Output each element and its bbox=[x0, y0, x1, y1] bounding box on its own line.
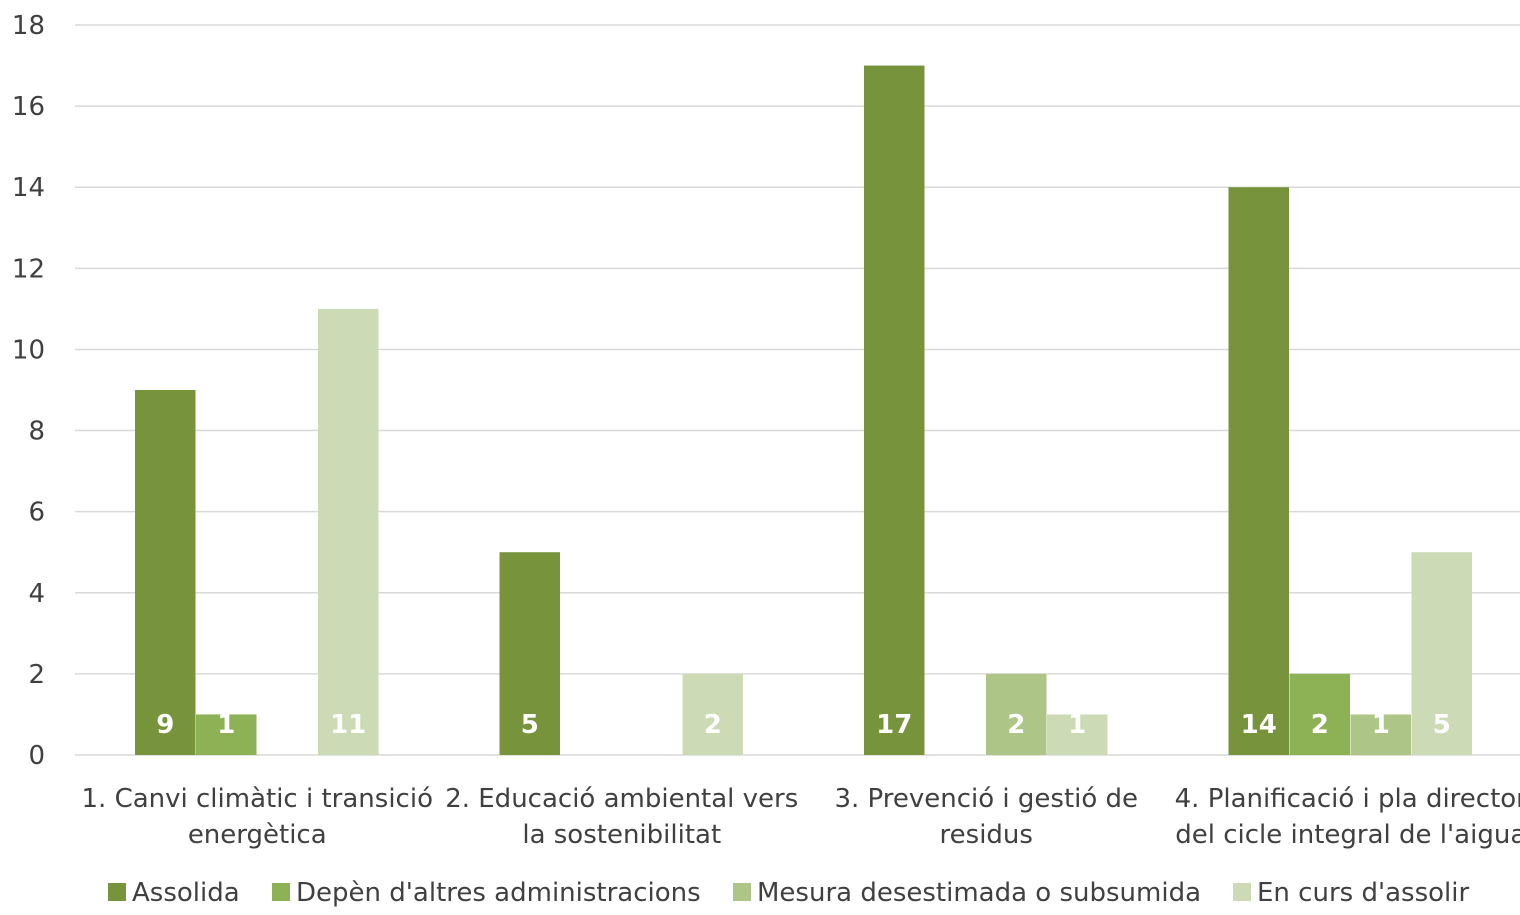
x-category-label: 1. Canvi climàtic i transició energètica bbox=[82, 784, 433, 850]
legend-item: En curs d'assolir bbox=[1233, 878, 1469, 908]
bar-3-3 bbox=[986, 673, 1047, 755]
x-category-label: 2. Educació ambiental vers la sostenibili… bbox=[445, 784, 798, 850]
data-labels-layer: 9 1 11 5 2 17 2 1 14 2 1 5 bbox=[156, 710, 1451, 740]
x-category-label: 3. Prevenció i gestió de residus bbox=[834, 784, 1138, 850]
bars-layer bbox=[135, 65, 1472, 756]
legend: Assolida Depèn d'altres administracions Me… bbox=[108, 878, 1469, 908]
legend-item: Assolida bbox=[108, 878, 240, 908]
y-tick-label: 8 bbox=[28, 417, 45, 447]
bar-1-4 bbox=[1228, 187, 1289, 755]
x-category-label: 4. Planificació i pla director del cicle … bbox=[1175, 784, 1520, 850]
legend-label: Assolida bbox=[132, 878, 240, 908]
bar-4-1 bbox=[318, 308, 379, 755]
data-label: 2 bbox=[1007, 710, 1025, 740]
legend-swatch bbox=[733, 883, 751, 901]
y-axis-ticks: 0 2 4 6 8 10 12 14 16 18 bbox=[12, 11, 45, 771]
bar-3-4 bbox=[1350, 714, 1411, 755]
data-label: 1 bbox=[1372, 710, 1390, 740]
bar-4-2 bbox=[682, 673, 743, 755]
legend-label: En curs d'assolir bbox=[1257, 878, 1469, 908]
data-label: 14 bbox=[1241, 710, 1277, 740]
data-label: 11 bbox=[330, 710, 366, 740]
y-tick-label: 12 bbox=[12, 254, 45, 284]
legend-item: Depèn d'altres administracions bbox=[272, 878, 701, 908]
legend-item: Mesura desestimada o subsumida bbox=[733, 878, 1201, 908]
y-tick-label: 2 bbox=[28, 660, 45, 690]
bar-1-1 bbox=[135, 390, 196, 755]
y-tick-label: 6 bbox=[28, 498, 45, 528]
bar-4-4 bbox=[1411, 552, 1472, 755]
data-label: 9 bbox=[156, 710, 174, 740]
x-axis-categories: 1. Canvi climàtic i transició energètica2… bbox=[82, 784, 1520, 850]
data-label: 5 bbox=[1433, 710, 1451, 740]
grid-layer bbox=[75, 24, 1520, 756]
y-tick-label: 18 bbox=[12, 11, 45, 41]
data-label: 1 bbox=[1068, 710, 1086, 740]
legend-swatch bbox=[1233, 883, 1251, 901]
legend-swatch bbox=[272, 883, 290, 901]
legend-swatch bbox=[108, 883, 126, 901]
y-tick-label: 0 bbox=[28, 741, 45, 771]
bar-1-3 bbox=[864, 65, 925, 756]
data-label: 2 bbox=[1311, 710, 1329, 740]
y-tick-label: 14 bbox=[12, 173, 45, 203]
bar-4-3 bbox=[1047, 714, 1108, 755]
data-label: 5 bbox=[521, 710, 539, 740]
y-tick-label: 16 bbox=[12, 92, 45, 122]
legend-label: Depèn d'altres administracions bbox=[296, 878, 701, 908]
y-tick-label: 10 bbox=[12, 335, 45, 365]
y-tick-label: 4 bbox=[28, 579, 45, 609]
data-label: 2 bbox=[704, 710, 722, 740]
legend-label: Mesura desestimada o subsumida bbox=[757, 878, 1201, 908]
bar-1-2 bbox=[499, 552, 560, 755]
data-label: 1 bbox=[217, 710, 235, 740]
data-label: 17 bbox=[876, 710, 912, 740]
bar-2-4 bbox=[1289, 673, 1350, 755]
bar-2-1 bbox=[196, 714, 257, 755]
